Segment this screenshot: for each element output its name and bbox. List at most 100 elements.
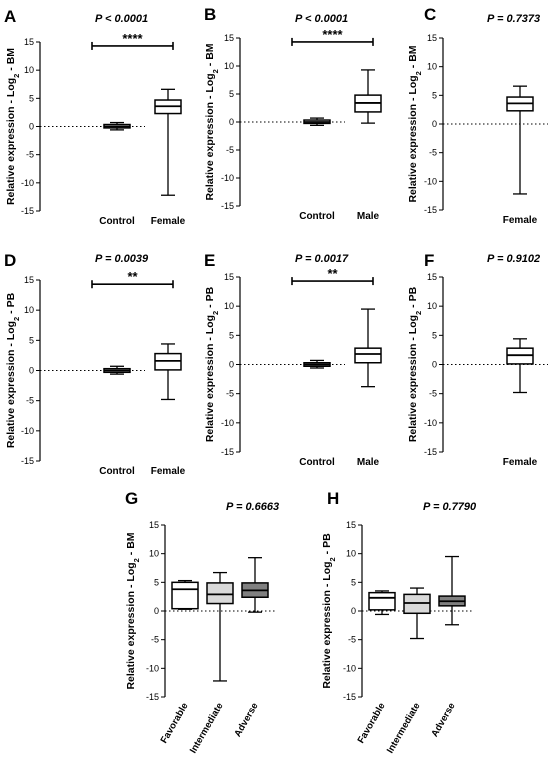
y-tick-label: -5 (348, 635, 356, 645)
x-tick-label: Control (299, 211, 335, 222)
p-value-label: P < 0.0001 (295, 13, 348, 25)
y-axis-title: Relative expression - Log2 - BM (5, 48, 21, 205)
box-female (154, 343, 182, 401)
x-tick-label: Female (503, 215, 538, 226)
y-tick-label: 15 (24, 275, 34, 285)
box-female (506, 338, 534, 394)
panel-g: G P = 0.6663 -15 -10 -5 0 5 10 15 Relative expres… (125, 489, 279, 755)
y-tick-label: -15 (221, 201, 234, 211)
panel-letter: C (424, 5, 436, 24)
box-control (103, 121, 131, 131)
y-tick-label: -10 (424, 418, 437, 428)
x-tick-label: Adverse (232, 701, 260, 739)
y-axis-title: Relative expression - Log2 - PB (5, 292, 21, 448)
box-favorable (171, 579, 199, 610)
box-iqr (368, 591, 396, 611)
x-tick-label: Control (99, 216, 135, 227)
y-tick-label: -15 (146, 692, 159, 702)
y-tick-label: 5 (432, 330, 437, 340)
panel-letter: D (4, 251, 16, 270)
y-tick-label: 10 (427, 62, 437, 72)
y-tick-label: -15 (424, 447, 437, 457)
p-value-label: P = 0.0039 (95, 253, 149, 265)
x-tick-label: Intermediate (385, 701, 423, 755)
y-tick-label: 10 (224, 61, 234, 71)
y-tick-label: -15 (221, 447, 234, 457)
panel-h: H P = 0.7790 -15 -10 -5 0 5 10 15 Relative expres… (321, 489, 477, 755)
y-tick-label: 15 (346, 520, 356, 530)
y-tick-label: -5 (226, 389, 234, 399)
y-tick-label: 10 (24, 305, 34, 315)
box-iqr (171, 581, 199, 610)
y-tick-label: -10 (146, 663, 159, 673)
p-value-label: P = 0.9102 (487, 253, 540, 265)
y-tick-label: 15 (224, 33, 234, 43)
y-tick-label: 5 (351, 577, 356, 587)
box-iqr (206, 582, 234, 605)
panel-letter: G (125, 489, 138, 508)
y-tick-label: 0 (29, 122, 34, 132)
y-tick-label: -15 (424, 205, 437, 215)
y-tick-label: 5 (229, 89, 234, 99)
panel-letter: F (424, 251, 434, 270)
y-tick-label: 0 (154, 606, 159, 616)
p-value-label: P = 0.7790 (423, 501, 477, 513)
box-iqr (354, 347, 382, 364)
x-tick-label: Intermediate (188, 701, 226, 755)
box-control (303, 117, 331, 127)
y-tick-label: -15 (21, 456, 34, 466)
panel-b: B P < 0.0001 -15 -10 -5 0 5 10 15 Relative expres… (204, 5, 382, 222)
x-tick-label: Control (299, 457, 335, 468)
x-tick-label: Adverse (429, 701, 457, 739)
y-axis-title: Relative expression - Log2 - BM (125, 532, 141, 689)
box-adverse (241, 557, 269, 613)
y-axis-title: Relative expression - Log2 - PB (204, 286, 220, 442)
box-adverse (438, 555, 466, 626)
panel-letter: B (204, 5, 216, 24)
y-tick-label: 5 (29, 93, 34, 103)
y-tick-label: -10 (21, 426, 34, 436)
y-tick-label: 0 (351, 606, 356, 616)
panel-e: E P = 0.0017 -15 -10 -5 0 5 10 15 Relative expres… (204, 251, 382, 468)
y-axis-title: Relative expression - Log2 - BM (407, 45, 423, 202)
y-tick-label: -10 (221, 418, 234, 428)
x-tick-label: Male (357, 211, 380, 222)
y-tick-label: 5 (432, 90, 437, 100)
panel-letter: H (327, 489, 339, 508)
box-iqr (154, 352, 182, 371)
y-tick-label: 0 (229, 360, 234, 370)
box-male (354, 69, 382, 124)
y-tick-label: 15 (427, 272, 437, 282)
y-tick-label: 5 (154, 577, 159, 587)
y-tick-label: 0 (29, 366, 34, 376)
x-tick-label: Male (357, 457, 380, 468)
box-intermediate (206, 571, 234, 682)
y-axis-title: Relative expression - Log2 - BM (204, 43, 220, 200)
x-tick-label: Favorable (356, 701, 388, 745)
y-tick-label: -5 (26, 150, 34, 160)
p-value-label: P = 0.6663 (226, 501, 279, 513)
y-tick-label: 10 (224, 301, 234, 311)
y-axis-title: Relative expression - Log2 - PB (407, 286, 423, 442)
x-tick-label: Female (503, 457, 538, 468)
significance-stars: **** (322, 27, 343, 42)
p-value-label: P = 0.0017 (295, 253, 349, 265)
y-tick-label: 15 (224, 272, 234, 282)
x-tick-label: Control (99, 466, 135, 477)
y-axis-title: Relative expression - Log2 - PB (321, 533, 337, 689)
box-favorable (368, 590, 396, 616)
significance-stars: ** (127, 269, 138, 284)
box-female (506, 85, 534, 195)
y-tick-label: 0 (432, 119, 437, 129)
p-value-label: P = 0.7373 (487, 13, 540, 25)
y-tick-label: -5 (26, 396, 34, 406)
y-tick-label: -5 (429, 148, 437, 158)
box-female (154, 88, 182, 196)
x-tick-label: Female (151, 216, 186, 227)
y-tick-label: -5 (226, 145, 234, 155)
y-tick-label: -5 (151, 635, 159, 645)
y-tick-label: -10 (343, 663, 356, 673)
